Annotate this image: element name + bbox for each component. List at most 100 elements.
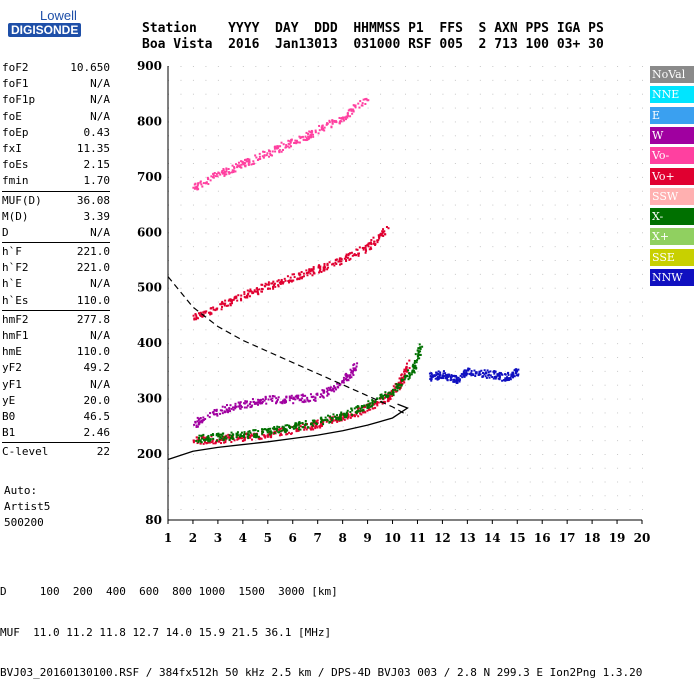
grid-dot (554, 454, 556, 455)
echo-point (336, 382, 339, 385)
grid-dot (567, 426, 569, 428)
grid-dot (454, 412, 456, 414)
grid-dot (517, 218, 519, 220)
echo-point (415, 366, 418, 369)
param-name: foEs (2, 158, 29, 172)
grid-dot (242, 218, 244, 220)
grid-dot (230, 481, 232, 483)
echo-point (309, 423, 312, 426)
grid-dot (380, 66, 382, 67)
grid-dot (305, 370, 307, 372)
grid-dot (542, 301, 544, 303)
echo-point (209, 311, 212, 314)
grid-dot (205, 149, 207, 151)
echo-point (231, 302, 234, 305)
echo-point (470, 369, 473, 372)
param-row: h`Es 110.0 (2, 293, 110, 309)
echo-point (282, 281, 285, 284)
grid-dot (230, 329, 232, 331)
echo-point (267, 283, 270, 286)
echo-point (283, 430, 286, 433)
echo-point (489, 374, 492, 377)
grid-dot (454, 454, 456, 455)
grid-dot (429, 163, 431, 164)
grid-dot (567, 135, 569, 137)
echo-point (306, 398, 309, 401)
echo-point (259, 399, 262, 402)
grid-dot (467, 454, 469, 455)
grid-dot (267, 176, 269, 178)
legend-item-x-: X+ (650, 228, 694, 246)
grid-dot (292, 149, 294, 151)
grid-dot (342, 495, 344, 497)
grid-dot (342, 273, 344, 275)
echo-point (399, 381, 402, 384)
grid-dot (317, 273, 319, 275)
grid-dot (529, 509, 531, 510)
grid-dot (504, 426, 506, 428)
echo-point (318, 269, 321, 272)
grid-dot (467, 398, 469, 400)
echo-point (446, 379, 449, 382)
echo-point (333, 264, 336, 267)
grid-dot (504, 454, 506, 455)
grid-dot (217, 190, 219, 192)
echo-point (335, 121, 338, 124)
grid-dot (392, 260, 394, 261)
grid-dot (380, 301, 382, 303)
grid-dot (242, 398, 244, 400)
grid-dot (255, 66, 257, 67)
grid-dot (579, 495, 581, 497)
grid-dot (242, 509, 244, 510)
grid-dot (442, 412, 444, 414)
grid-dot (567, 163, 569, 164)
grid-dot (542, 107, 544, 109)
grid-dot (504, 190, 506, 192)
echo-point (195, 424, 198, 427)
grid-dot (267, 79, 269, 81)
echo-point (262, 150, 265, 153)
grid-dot (492, 273, 494, 275)
echo-point (212, 174, 215, 177)
echo-point (335, 388, 338, 391)
grid-dot (517, 204, 519, 206)
echo-point (262, 428, 265, 431)
echo-point (408, 375, 411, 378)
grid-dot (205, 107, 207, 109)
echo-point (310, 136, 313, 139)
grid-dot (642, 370, 643, 372)
grid-dot (405, 509, 406, 510)
grid-dot (180, 163, 182, 164)
echo-point (355, 412, 358, 415)
grid-dot (392, 163, 394, 164)
grid-dot (479, 79, 481, 81)
grid-dot (454, 232, 456, 234)
echo-point (396, 389, 399, 392)
grid-dot (554, 495, 556, 497)
grid-dot (355, 163, 357, 164)
echo-point (346, 417, 349, 420)
grid-dot (230, 107, 232, 109)
grid-dot (292, 315, 294, 317)
grid-dot (604, 412, 606, 414)
echo-point (377, 401, 380, 404)
grid-dot (454, 426, 456, 428)
footer-distance-row: D 100 200 400 600 800 1000 1500 3000 [km… (0, 585, 338, 598)
echo-point (234, 407, 237, 410)
echo-point (513, 375, 516, 378)
echo-point (516, 370, 519, 373)
grid-dot (242, 481, 244, 483)
grid-dot (479, 218, 481, 220)
echo-point (353, 414, 356, 417)
grid-dot (604, 176, 606, 178)
echo-point (221, 305, 224, 308)
grid-dot (604, 121, 606, 123)
echo-point (252, 162, 255, 165)
grid-dot (242, 329, 244, 331)
echo-point (283, 398, 286, 401)
grid-dot (604, 79, 606, 81)
echo-point (197, 182, 200, 185)
echo-point (310, 131, 313, 134)
echo-point (201, 315, 204, 318)
echo-point (437, 378, 440, 381)
